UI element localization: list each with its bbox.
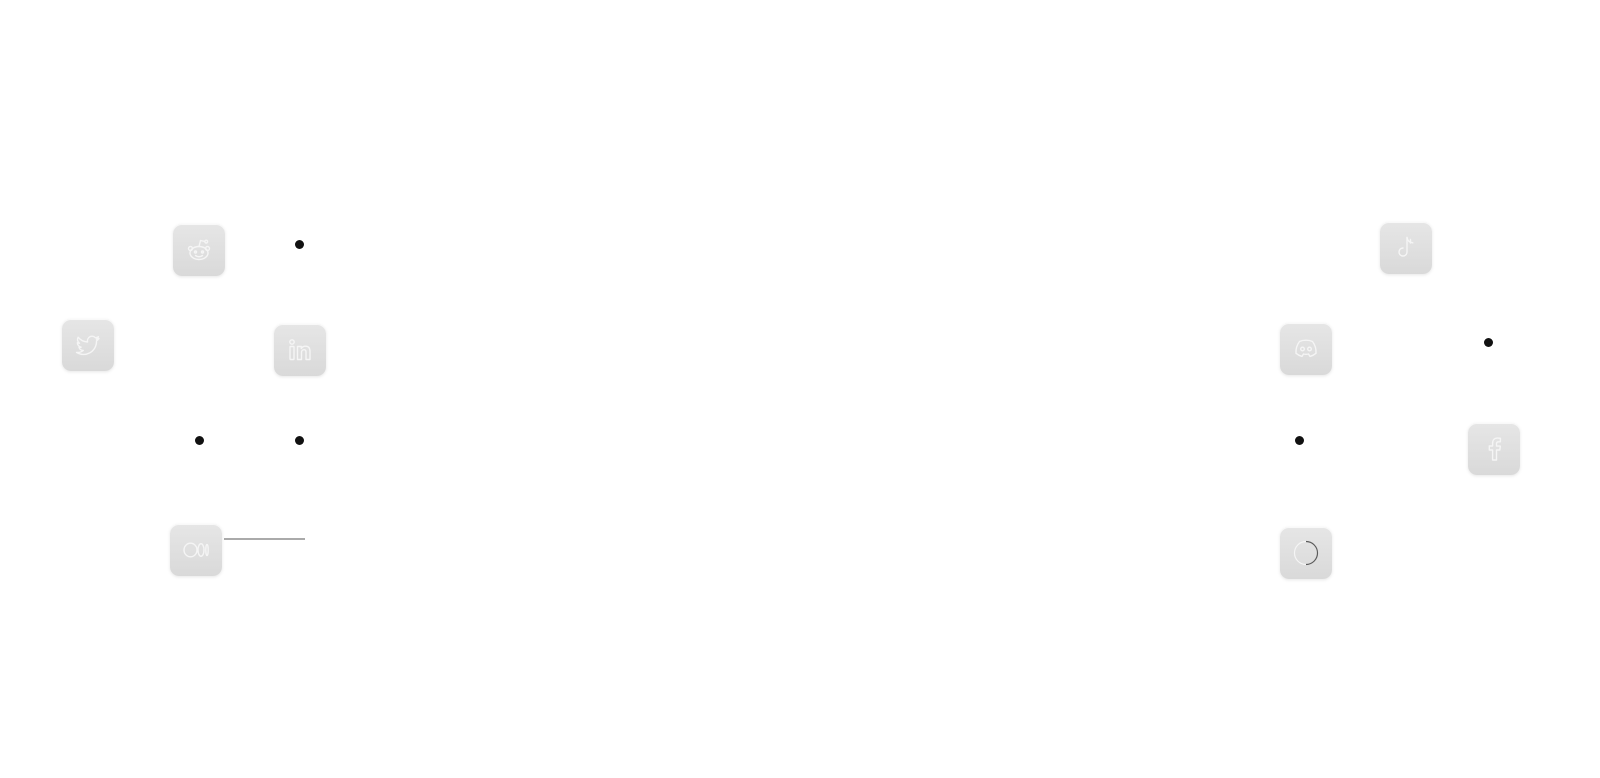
linkedin-icon bbox=[289, 339, 311, 361]
tiktok-node[interactable]: TikTok bbox=[1380, 222, 1432, 274]
twitter-node[interactable]: Twitter bbox=[62, 319, 114, 371]
facebook-icon bbox=[1488, 437, 1502, 461]
tiktok-icon bbox=[1398, 236, 1414, 257]
circle-node[interactable]: Threads bbox=[1280, 527, 1332, 579]
reddit-icon bbox=[187, 239, 211, 261]
twitter-icon bbox=[75, 335, 100, 356]
connection-dot bbox=[1295, 436, 1304, 445]
reddit-node[interactable]: Reddit bbox=[173, 224, 225, 276]
discord-node[interactable]: Discord bbox=[1280, 323, 1332, 375]
facebook-node[interactable]: Facebook bbox=[1468, 423, 1520, 475]
connection-dot bbox=[295, 240, 304, 249]
linkedin-node[interactable]: LinkedIn bbox=[274, 324, 326, 376]
connection-dot bbox=[295, 436, 304, 445]
connection-dot bbox=[195, 436, 204, 445]
circle-icon bbox=[1293, 540, 1319, 566]
discord-icon bbox=[1295, 339, 1317, 358]
medium-node[interactable]: Medium bbox=[170, 524, 222, 576]
medium-icon bbox=[183, 542, 209, 558]
connection-dot bbox=[1484, 338, 1493, 347]
